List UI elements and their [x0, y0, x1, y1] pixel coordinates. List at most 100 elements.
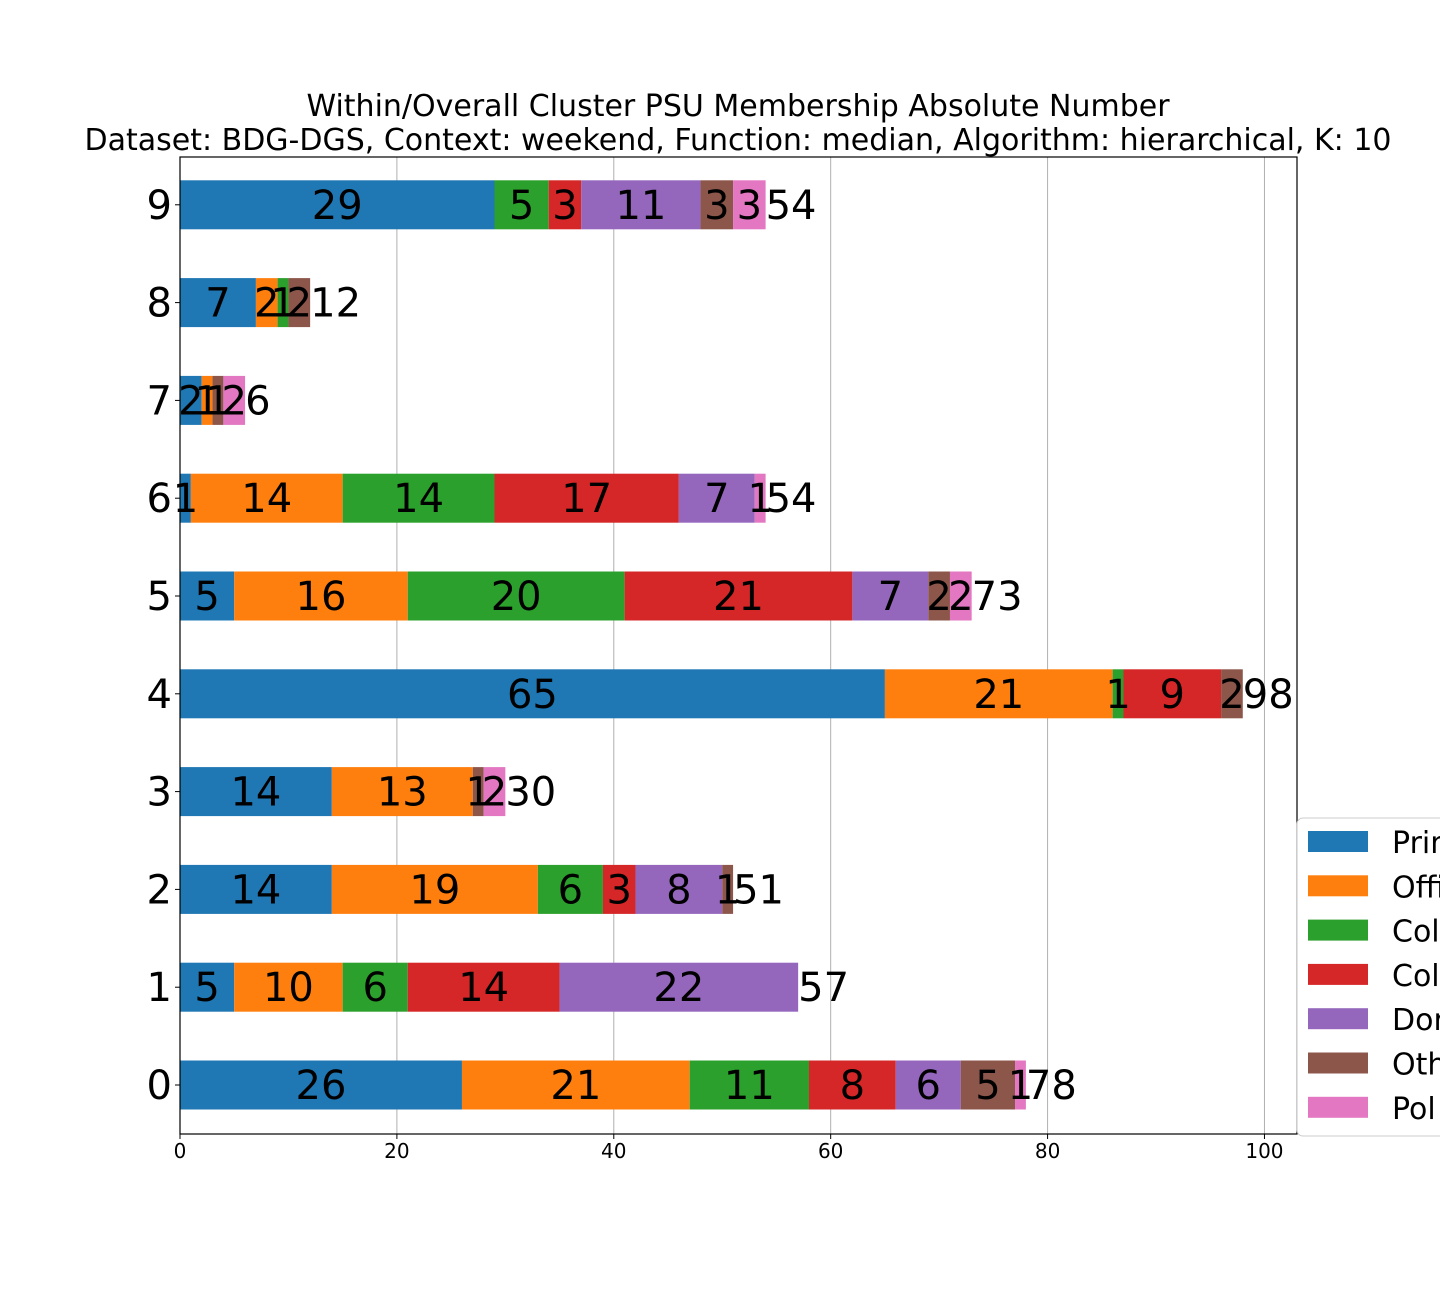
bar-segment: [212, 375, 224, 425]
x-tick-label: 20: [384, 1139, 409, 1163]
x-tick-label: 40: [601, 1139, 626, 1163]
y-tick-label: 1: [147, 965, 172, 1011]
segment-value-label: 5: [509, 183, 534, 229]
bar-segment: [331, 864, 538, 914]
plot-frame: [179, 156, 1298, 1135]
bar-segment: [808, 1060, 896, 1110]
legend-label: Oth: [1392, 1048, 1440, 1083]
segment-value-label: 13: [377, 770, 428, 816]
segment-value-label: 9: [1160, 672, 1185, 718]
bar-total-label: 54: [766, 476, 817, 522]
segment-value-label: 19: [409, 867, 460, 913]
x-tick-label: 0: [174, 1139, 187, 1163]
segment-value-label: 1: [715, 867, 740, 913]
x-tick-label: 100: [1245, 1139, 1283, 1163]
legend-label: Pol: [1392, 1092, 1436, 1127]
segment-value-label: 2: [926, 574, 951, 620]
segment-value-label: 2: [1219, 672, 1244, 718]
bar-segment: [1221, 669, 1243, 719]
bar-segment: [537, 864, 603, 914]
bar-total-label: 57: [798, 965, 849, 1011]
bar-segment: [1123, 669, 1222, 719]
legend-label: Offi: [1392, 870, 1440, 905]
segment-value-label: 16: [296, 574, 347, 620]
bar-segment: [624, 571, 853, 621]
segment-value-label: 1: [747, 476, 772, 522]
bar-segment: [895, 1060, 961, 1110]
bar-segment: [722, 864, 734, 914]
bar-segment: [180, 180, 495, 230]
segment-value-label: 21: [713, 574, 764, 620]
bar-total-label: 73: [972, 574, 1023, 620]
segment-value-label: 22: [653, 965, 704, 1011]
bar-segment: [288, 278, 311, 328]
bar-segment: [949, 571, 972, 621]
bar-segment: [754, 473, 766, 523]
bar-segment: [180, 767, 332, 817]
bar-total-label: 12: [310, 281, 361, 327]
bar-total-label: 78: [1026, 1063, 1077, 1109]
legend-label: Prim: [1392, 826, 1440, 861]
bar-segment: [548, 180, 582, 230]
bar-segment: [234, 962, 343, 1012]
legend-swatch: [1308, 831, 1368, 852]
bar-segment: [960, 1060, 1016, 1110]
y-axis-ticks: 0 1 2 3 4 5 6 7 8 9: [147, 183, 180, 1109]
segment-value-label: 14: [458, 965, 509, 1011]
segment-value-label: 6: [916, 1063, 941, 1109]
segment-value-label: 5: [194, 574, 219, 620]
segment-value-label: 2: [287, 281, 312, 327]
legend-swatch: [1308, 1096, 1368, 1118]
x-tick-label: 80: [1035, 1139, 1060, 1163]
bar-total-label: 51: [733, 867, 784, 913]
segment-value-label: 1: [194, 378, 219, 424]
segment-value-label: 14: [230, 867, 281, 913]
segment-value-label: 1: [173, 476, 198, 522]
legend-swatch: [1308, 875, 1368, 897]
y-tick-label: 4: [147, 672, 172, 718]
segment-value-label: 1: [270, 281, 295, 327]
segment-value-label: 3: [737, 183, 762, 229]
bar-segment: [1015, 1060, 1026, 1110]
bar-segment: [581, 180, 701, 230]
bar-total-label: 98: [1243, 672, 1294, 718]
segment-value-label: 21: [550, 1063, 601, 1109]
segment-value-label: 14: [241, 476, 292, 522]
bar-segment: [180, 571, 235, 621]
bar-segment: [700, 180, 734, 230]
legend-swatch: [1308, 1008, 1368, 1030]
segment-value-label: 6: [558, 867, 583, 913]
segment-value-label: 5: [975, 1063, 1000, 1109]
bar-segment: [180, 669, 885, 719]
bar-segment: [223, 375, 246, 425]
segment-value-label: 21: [973, 672, 1024, 718]
segment-value-label: 8: [840, 1063, 865, 1109]
bar-segment: [884, 669, 1113, 719]
bar-segment: [180, 375, 202, 425]
legend: Prim Offi Col Col Dor Oth Pol: [1296, 817, 1440, 1137]
segment-value-label: 1: [466, 770, 491, 816]
bar-segment: [201, 375, 213, 425]
bar-segment: [331, 767, 473, 817]
segment-value-label: 2: [482, 770, 507, 816]
bar-segment: [180, 962, 235, 1012]
segment-value-label: 2: [948, 574, 973, 620]
bar-segment: [180, 1060, 462, 1110]
y-tick-label: 9: [147, 183, 172, 229]
chart-title: Within/Overall Cluster PSU Membership Ab…: [306, 89, 1170, 124]
bar-segment: [472, 767, 484, 817]
segment-value-label: 1: [1105, 672, 1130, 718]
segment-value-label: 14: [393, 476, 444, 522]
segment-value-label: 17: [561, 476, 612, 522]
bar-segment: [635, 864, 723, 914]
bar-segment: [461, 1060, 690, 1110]
segment-value-label: 3: [552, 183, 577, 229]
bar-segment: [407, 571, 625, 621]
segment-value-label: 5: [194, 965, 219, 1011]
y-tick-label: 3: [147, 770, 172, 816]
bar-segment: [234, 571, 408, 621]
bar-total-label: 54: [766, 183, 817, 229]
bar-segment: [678, 473, 755, 523]
